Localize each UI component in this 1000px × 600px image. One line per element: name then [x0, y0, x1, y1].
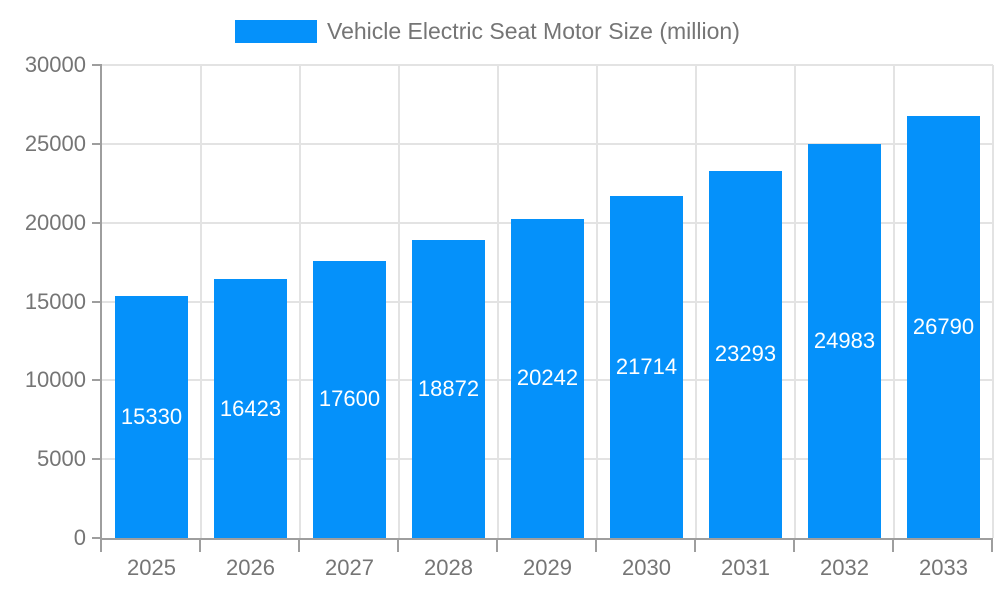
- gridline-vertical: [992, 65, 994, 538]
- x-tick-label: 2029: [523, 555, 572, 580]
- gridline-horizontal: [102, 142, 993, 145]
- x-tick-label: 2033: [919, 555, 968, 580]
- bar-2032[interactable]: [808, 144, 881, 538]
- x-axis-tick: [397, 540, 399, 552]
- x-tick-label: 2025: [127, 555, 176, 580]
- y-axis-tick: [92, 300, 102, 303]
- x-axis-tick: [991, 540, 993, 552]
- y-tick-label: 20000: [24, 209, 86, 235]
- gridline-vertical: [695, 65, 697, 538]
- y-tick-label: 30000: [24, 52, 86, 77]
- bar-2029[interactable]: [511, 218, 584, 538]
- x-axis-tick: [496, 540, 498, 552]
- bar-value-label: 21714: [615, 353, 678, 379]
- x-tick-label: 2026: [226, 555, 275, 580]
- gridline-vertical: [299, 65, 301, 538]
- y-tick-label: 10000: [24, 367, 86, 393]
- bar-value-label: 18872: [417, 376, 480, 402]
- bar-2025[interactable]: [115, 296, 188, 538]
- x-tick-label: 2032: [820, 555, 869, 580]
- bar-value-label: 23293: [714, 341, 777, 367]
- x-axis-tick: [100, 540, 102, 552]
- x-axis-tick: [298, 540, 300, 552]
- legend: Vehicle Electric Seat Motor Size (millio…: [0, 0, 1000, 56]
- bar-value-label: 15330: [120, 404, 183, 430]
- bar-value-label: 24983: [813, 328, 876, 354]
- gridline-vertical: [200, 65, 202, 538]
- x-tick-label: 2030: [622, 555, 671, 580]
- gridline-vertical: [794, 65, 796, 538]
- gridline-vertical: [398, 65, 400, 538]
- bar-2033[interactable]: [907, 115, 980, 538]
- bar-value-label: 26790: [912, 313, 975, 339]
- legend-label[interactable]: Vehicle Electric Seat Motor Size (millio…: [327, 18, 740, 44]
- y-tick-label: 5000: [37, 446, 86, 472]
- bar-value-label: 16423: [219, 395, 282, 421]
- x-tick-label: 2028: [424, 555, 473, 580]
- x-axis-tick: [595, 540, 597, 552]
- bar-2028[interactable]: [412, 240, 485, 538]
- gridline-horizontal: [102, 64, 993, 66]
- y-tick-label: 25000: [24, 130, 86, 156]
- x-axis-tick: [793, 540, 795, 552]
- x-tick-label: 2027: [325, 555, 374, 580]
- x-axis-tick: [892, 540, 894, 552]
- y-axis-tick: [92, 537, 102, 539]
- bar-value-label: 20242: [516, 365, 579, 391]
- plot-area: 15330 16423 17600 18872 20242 21714 23293 24983…: [100, 64, 994, 540]
- bar-value-label: 17600: [318, 386, 381, 412]
- y-axis-tick: [92, 379, 102, 382]
- bar-2031[interactable]: [709, 170, 782, 538]
- bar-2027[interactable]: [313, 260, 386, 538]
- gridline-vertical: [497, 65, 499, 538]
- y-axis-tick: [92, 64, 102, 66]
- bar-2030[interactable]: [610, 195, 683, 538]
- legend-swatch[interactable]: [235, 20, 317, 43]
- y-tick-label: 0: [73, 525, 86, 550]
- y-axis-tick: [92, 221, 102, 224]
- x-tick-label: 2031: [721, 555, 770, 580]
- x-axis-tick: [694, 540, 696, 552]
- gridline-vertical: [893, 65, 895, 538]
- gridline-vertical: [596, 65, 598, 538]
- y-axis-tick: [92, 458, 102, 461]
- y-tick-label: 15000: [24, 288, 86, 314]
- bar-2026[interactable]: [214, 279, 287, 538]
- y-axis-tick: [92, 142, 102, 145]
- x-axis-tick: [199, 540, 201, 552]
